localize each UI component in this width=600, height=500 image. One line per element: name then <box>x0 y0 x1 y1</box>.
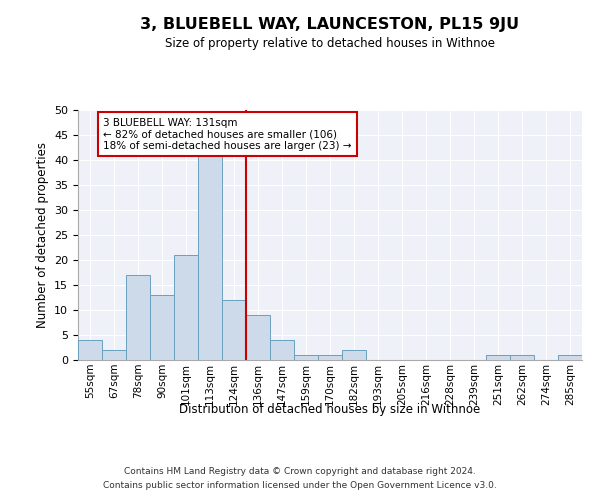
Text: 3, BLUEBELL WAY, LAUNCESTON, PL15 9JU: 3, BLUEBELL WAY, LAUNCESTON, PL15 9JU <box>140 18 520 32</box>
Text: Size of property relative to detached houses in Withnoe: Size of property relative to detached ho… <box>165 38 495 51</box>
Bar <box>222 300 246 360</box>
Bar <box>294 355 318 360</box>
Text: 3 BLUEBELL WAY: 131sqm
← 82% of detached houses are smaller (106)
18% of semi-de: 3 BLUEBELL WAY: 131sqm ← 82% of detached… <box>103 118 352 150</box>
Text: Distribution of detached houses by size in Withnoe: Distribution of detached houses by size … <box>179 402 481 415</box>
Bar <box>102 350 126 360</box>
Bar <box>342 350 366 360</box>
Text: Contains public sector information licensed under the Open Government Licence v3: Contains public sector information licen… <box>103 481 497 490</box>
Bar <box>78 340 102 360</box>
Text: Contains HM Land Registry data © Crown copyright and database right 2024.: Contains HM Land Registry data © Crown c… <box>124 468 476 476</box>
Bar <box>198 155 222 360</box>
Bar <box>126 275 150 360</box>
Bar <box>174 255 198 360</box>
Bar <box>486 355 510 360</box>
Bar <box>558 355 582 360</box>
Y-axis label: Number of detached properties: Number of detached properties <box>35 142 49 328</box>
Bar <box>318 355 342 360</box>
Bar <box>246 315 270 360</box>
Bar <box>510 355 534 360</box>
Bar <box>150 295 174 360</box>
Bar <box>270 340 294 360</box>
